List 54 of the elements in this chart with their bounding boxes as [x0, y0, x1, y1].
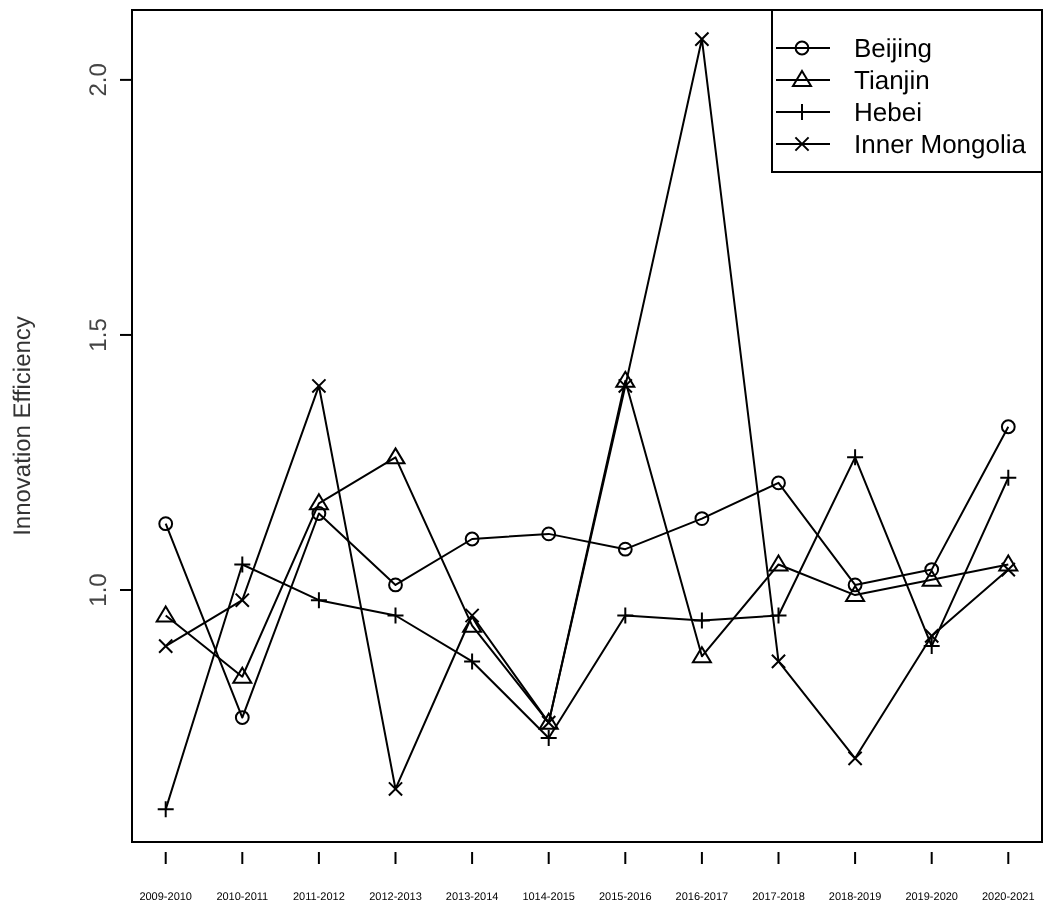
point [311, 506, 327, 521]
point [768, 554, 789, 572]
point [539, 728, 558, 747]
point [158, 638, 174, 654]
point [692, 611, 711, 630]
point [158, 516, 174, 532]
point [386, 606, 405, 625]
y-tick-label: 1.0 [84, 572, 112, 607]
point [311, 378, 327, 394]
point [694, 511, 710, 526]
y-tick-label: 2.0 [84, 62, 112, 97]
point [769, 606, 788, 625]
point [464, 531, 480, 547]
point [999, 468, 1018, 487]
legend-label: Beijing [854, 33, 933, 63]
legend-label: Tianjin [854, 65, 930, 95]
point [385, 447, 406, 465]
point [1000, 562, 1016, 578]
point [1000, 419, 1016, 435]
point [232, 666, 253, 684]
point [845, 585, 866, 603]
y-tick-label: 1.5 [84, 317, 112, 352]
point [309, 591, 328, 610]
point [308, 493, 329, 511]
point [847, 750, 863, 766]
point [234, 592, 250, 608]
point [616, 606, 635, 625]
point [464, 607, 480, 624]
point [771, 475, 786, 491]
y-axis-title: Innovation Efficiency [8, 316, 36, 536]
legend-label: Hebei [854, 97, 923, 127]
point [155, 605, 176, 623]
point [463, 652, 482, 671]
point [770, 653, 787, 670]
point [617, 541, 633, 557]
point [691, 646, 712, 664]
point [387, 781, 404, 797]
point [156, 800, 175, 819]
point [617, 378, 633, 394]
point [998, 554, 1019, 572]
point [541, 526, 557, 542]
point [615, 370, 636, 388]
point [921, 569, 942, 587]
point [924, 628, 940, 644]
point [847, 577, 863, 593]
point [924, 562, 940, 577]
point [462, 615, 483, 633]
point [233, 555, 252, 574]
point [234, 710, 250, 725]
point [694, 31, 710, 47]
point [846, 448, 865, 467]
legend-label: Inner Mongolia [854, 129, 1028, 159]
point [922, 637, 941, 656]
point [388, 577, 403, 593]
